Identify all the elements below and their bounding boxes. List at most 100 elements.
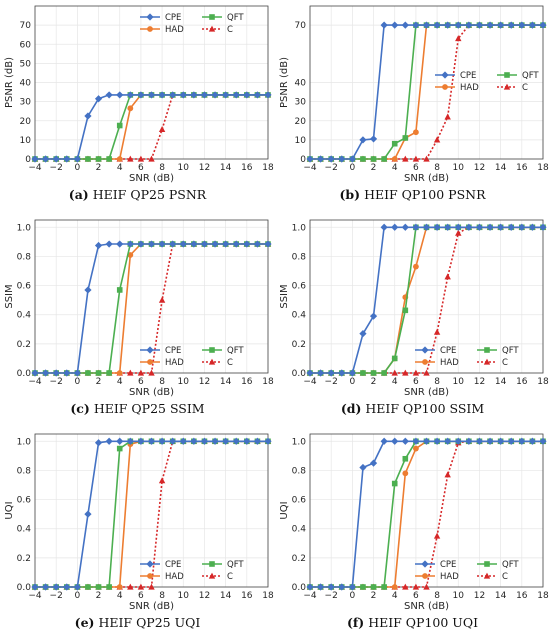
y-tick-label: 60 bbox=[20, 40, 32, 50]
point-QFT bbox=[116, 287, 123, 293]
series-line-HAD bbox=[35, 94, 268, 160]
legend-item-C: C bbox=[477, 572, 508, 582]
legend: CPE QFT HAD C bbox=[140, 346, 244, 368]
caption-letter: (e) bbox=[74, 615, 95, 630]
point-CPE bbox=[369, 459, 378, 467]
point-HAD bbox=[127, 105, 134, 112]
point-QFT bbox=[381, 156, 387, 162]
x-tick-label: 12 bbox=[474, 377, 485, 387]
legend-marker bbox=[422, 573, 428, 579]
point-QFT bbox=[360, 370, 366, 376]
point-CPE bbox=[211, 240, 219, 248]
y-tick-label: 0.2 bbox=[292, 554, 306, 564]
y-tick-label: 0.0 bbox=[17, 369, 32, 379]
x-tick-label: 8 bbox=[159, 377, 165, 387]
point-C bbox=[402, 369, 409, 376]
legend-marker bbox=[483, 572, 491, 579]
point-CPE bbox=[222, 240, 230, 248]
legend-marker bbox=[147, 359, 153, 365]
x-tick-label: 16 bbox=[516, 591, 528, 601]
series-C bbox=[306, 21, 547, 162]
x-tick-label: 0 bbox=[349, 591, 355, 601]
x-tick-label: −4 bbox=[303, 591, 317, 601]
point-C bbox=[158, 125, 166, 132]
point-CPE bbox=[444, 21, 452, 29]
chart-f: −4 −2 0 2 4 6 8 10 12 14 16 18 0.0 0.2 0.4 0.6 0.8 1.0 SNR… bbox=[279, 433, 549, 612]
x-tick-label: 2 bbox=[371, 163, 377, 173]
point-CPE bbox=[105, 437, 113, 445]
legend-label: HAD bbox=[165, 358, 184, 368]
point-HAD bbox=[391, 584, 398, 590]
x-axis-label: SNR (dB) bbox=[129, 387, 174, 398]
y-tick-label: 70 bbox=[20, 21, 32, 31]
y-axis-label: UQI bbox=[4, 501, 15, 519]
x-tick-label: 4 bbox=[392, 591, 398, 601]
point-QFT bbox=[381, 584, 387, 590]
point-C bbox=[158, 296, 166, 303]
point-C bbox=[444, 113, 451, 120]
x-tick-label: 12 bbox=[199, 377, 210, 387]
legend-item-C: C bbox=[202, 358, 233, 368]
point-CPE bbox=[200, 240, 209, 248]
point-C bbox=[127, 583, 134, 590]
x-tick-label: −4 bbox=[303, 163, 317, 173]
y-tick-label: 10 bbox=[20, 136, 32, 146]
point-CPE bbox=[380, 437, 388, 445]
point-HAD bbox=[116, 584, 123, 590]
legend-item-QFT: QFT bbox=[477, 560, 519, 570]
legend-marker bbox=[484, 347, 490, 353]
x-tick-label: 10 bbox=[178, 163, 190, 173]
point-C bbox=[412, 583, 420, 590]
point-QFT bbox=[370, 370, 377, 376]
legend-marker bbox=[209, 14, 215, 20]
point-CPE bbox=[94, 95, 103, 103]
series-line-HAD bbox=[310, 24, 543, 160]
point-CPE bbox=[422, 437, 431, 445]
chart-panel-d: −4 −2 0 2 4 6 8 10 12 14 16 18 0.0 0.2 0.4 0.6 0.8 1.0 SNR… bbox=[275, 214, 550, 428]
legend-label: QFT bbox=[502, 346, 519, 356]
point-CPE bbox=[222, 91, 230, 99]
series-CPE bbox=[31, 437, 272, 591]
legend-item-QFT: QFT bbox=[202, 560, 244, 570]
point-CPE bbox=[169, 240, 177, 248]
point-C bbox=[412, 369, 420, 376]
point-CPE bbox=[444, 223, 452, 231]
point-C bbox=[391, 369, 398, 376]
x-tick-label: 12 bbox=[199, 163, 210, 173]
caption-text: HEIF QP25 UQI bbox=[98, 615, 201, 630]
caption-letter: (b) bbox=[339, 187, 361, 202]
point-QFT bbox=[391, 480, 398, 487]
x-tick-label: −2 bbox=[50, 377, 63, 387]
x-tick-label: 4 bbox=[117, 377, 123, 387]
legend-marker bbox=[208, 358, 216, 365]
point-C bbox=[402, 155, 409, 162]
point-CPE bbox=[73, 155, 81, 163]
point-C bbox=[433, 328, 441, 335]
point-CPE bbox=[63, 583, 71, 591]
point-CPE bbox=[422, 21, 431, 29]
legend-marker bbox=[483, 358, 491, 365]
y-tick-label: 50 bbox=[20, 59, 32, 69]
point-CPE bbox=[31, 583, 39, 591]
chart-panel-b: −4 −2 0 2 4 6 8 10 12 14 16 18 0 10 20 30 40 70 SNR (dB) PS… bbox=[275, 0, 550, 214]
caption-a: (a) HEIF QP25 PSNR bbox=[0, 187, 275, 202]
point-QFT bbox=[85, 584, 91, 590]
point-CPE bbox=[401, 223, 409, 231]
point-QFT bbox=[116, 445, 123, 452]
point-QFT bbox=[85, 370, 91, 376]
point-C bbox=[148, 583, 155, 590]
series-line-C bbox=[310, 24, 543, 160]
point-CPE bbox=[31, 369, 39, 377]
y-tick-label: 30 bbox=[295, 98, 307, 108]
series-CPE bbox=[31, 240, 272, 377]
point-C bbox=[127, 369, 134, 376]
x-axis-label: SNR (dB) bbox=[404, 601, 449, 612]
x-tick-label: 16 bbox=[516, 377, 528, 387]
legend-item-HAD: HAD bbox=[140, 572, 184, 582]
point-CPE bbox=[475, 223, 484, 231]
point-HAD bbox=[402, 470, 409, 477]
point-CPE bbox=[264, 240, 272, 248]
caption-text: HEIF QP100 PSNR bbox=[364, 187, 486, 202]
legend-item-QFT: QFT bbox=[202, 346, 244, 356]
x-tick-label: 8 bbox=[159, 163, 165, 173]
